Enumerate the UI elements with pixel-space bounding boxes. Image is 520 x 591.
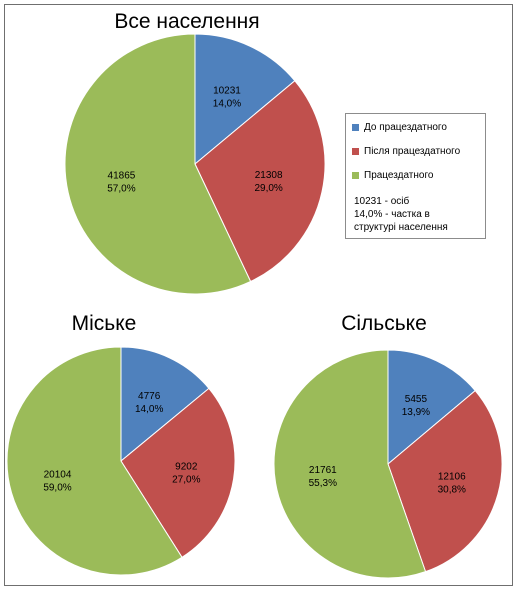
chart-title-rural: Сільське	[341, 312, 427, 335]
slice-share-label-working-age: 57,0%	[107, 184, 135, 195]
pie-urban: 4776 14,0% 9202 27,0% 20104 59,0%	[6, 346, 236, 576]
legend-label-working-age: Працездатного	[364, 170, 434, 181]
slice-value-label-after-working-age: 9202	[175, 461, 198, 472]
legend-item-after-working-age: Після працездатного	[352, 146, 460, 157]
slice-value-label-before-working-age: 5455	[405, 394, 428, 405]
slice-value-label-working-age: 41865	[108, 171, 136, 182]
slice-share-label-after-working-age: 29,0%	[254, 183, 282, 194]
slice-share-label-working-age: 59,0%	[43, 482, 71, 493]
legend-label-before-working-age: До працездатного	[364, 122, 447, 133]
chart-title-urban: Міське	[72, 312, 137, 335]
legend-item-working-age: Працездатного	[352, 170, 433, 181]
legend-swatch-before-working-age	[352, 124, 359, 131]
pie-slice-before-working-age	[120, 346, 210, 463]
slice-share-label-before-working-age: 13,9%	[402, 407, 430, 418]
slice-share-label-after-working-age: 27,0%	[172, 474, 200, 485]
pie-slice-after-working-age	[194, 80, 326, 283]
pie-slice-before-working-age	[387, 349, 476, 466]
legend: До працездатного Після працездатного Пра…	[345, 113, 486, 239]
slice-value-label-working-age: 20104	[44, 469, 72, 480]
legend-swatch-after-working-age	[352, 148, 359, 155]
slice-value-label-working-age: 21761	[309, 465, 337, 476]
slice-share-label-after-working-age: 30,8%	[438, 485, 466, 496]
pie-slice-working-age	[64, 33, 252, 295]
legend-note: 10231 - осіб 14,0% - частка в структурі …	[354, 196, 448, 233]
slice-value-label-before-working-age: 10231	[213, 86, 241, 97]
legend-swatch-working-age	[352, 172, 359, 179]
slice-value-label-before-working-age: 4776	[138, 391, 161, 402]
legend-item-before-working-age: До працездатного	[352, 122, 447, 133]
pie-slice-working-age	[6, 346, 183, 576]
pie-slice-before-working-age	[194, 33, 296, 166]
slice-value-label-after-working-age: 21308	[255, 170, 283, 181]
pie-all-population: 10231 14,0% 21308 29,0% 41865 57,0%	[64, 33, 326, 295]
slice-share-label-before-working-age: 14,0%	[135, 404, 163, 415]
pie-rural: 5455 13,9% 12106 30,8% 21761 55,3%	[273, 349, 503, 579]
pie-slice-after-working-age	[120, 387, 236, 558]
chart-title-all-population: Все населення	[114, 10, 259, 33]
slice-share-label-working-age: 55,3%	[309, 478, 337, 489]
legend-label-after-working-age: Після працездатного	[364, 146, 461, 157]
pie-slice-after-working-age	[387, 389, 503, 573]
slice-value-label-after-working-age: 12106	[438, 472, 466, 483]
pie-slice-working-age	[273, 349, 427, 579]
slice-share-label-before-working-age: 14,0%	[213, 99, 241, 110]
